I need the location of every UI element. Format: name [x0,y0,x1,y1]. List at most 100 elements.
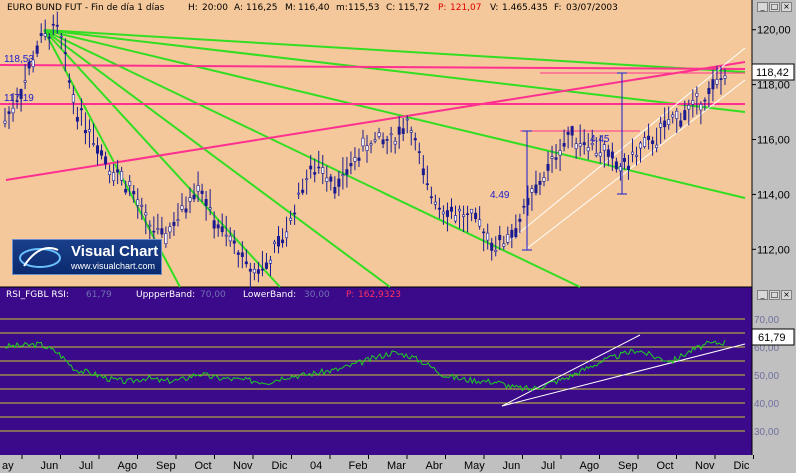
time-tick-label: Dic [272,460,288,472]
candle-body [23,80,27,83]
candle-body [614,161,618,170]
candle-body [325,177,329,182]
candle-body [136,199,140,206]
candle-body [329,176,333,182]
minimize-button[interactable]: _ [757,2,768,12]
candle-body [671,114,675,118]
rsi-tick-label: 30,00 [754,427,779,438]
candle-body [317,166,321,169]
candle-body [530,188,534,193]
candle-body [313,172,317,175]
time-tick-label: Feb [349,460,368,472]
candle-body [566,131,570,135]
candle-body [353,157,357,162]
time-tick-label: Nov [695,460,715,472]
channel-lower [524,79,746,251]
svg-text:UppperBand:: UppperBand: [136,290,195,300]
candle-body [417,151,421,153]
svg-text:03/07/2003: 03/07/2003 [566,3,618,13]
rsi-panel [0,287,752,455]
candle-body [272,241,276,244]
candle-body [268,259,272,264]
candle-body [100,150,104,156]
svg-text:115,72: 115,72 [398,3,430,13]
candle-body [494,249,498,252]
candle-body [626,165,630,170]
candle-body [19,89,23,100]
time-axis-panel [0,455,796,473]
candle-body [365,145,369,151]
candle-body [651,140,655,145]
candle-body [699,104,703,111]
candle-body [27,61,31,69]
candle-body [510,229,514,238]
candle-body [466,213,470,215]
candle-body [349,163,353,167]
rsi-minimize-button[interactable]: _ [757,290,768,300]
measure-arrows [522,72,627,251]
time-axis: ay Jun Jul Ago Sep Oct Nov Dic 04 Feb Mar Abr May Jun… [2,455,754,472]
candle-body [526,197,530,206]
candle-body [112,172,116,182]
svg-text:V:: V: [490,3,498,13]
candle-body [277,236,281,247]
svg-text:162,9323: 162,9323 [358,290,401,300]
candle-body [55,24,59,27]
fan-line-7 [43,29,746,73]
rsi-close-button[interactable]: × [781,290,792,300]
candle-body [248,268,252,272]
level-line-1 [0,64,746,70]
rsi-grid [0,318,745,432]
candle-body [47,36,51,39]
close-button[interactable]: × [781,2,792,12]
candle-body [184,208,188,213]
price-tick-label: 116,00 [757,135,790,147]
candle-body [385,139,389,141]
candle-body [168,226,172,233]
candle-body [458,208,462,212]
visual-chart-logo[interactable]: Visual Chart www.visualchart.com [12,239,162,275]
candle-body [256,269,260,274]
candle-body [35,45,39,54]
candle-body [180,205,184,210]
candle-body [160,228,164,235]
candle-body [433,201,437,205]
candle-body [546,164,550,171]
svg-text:30,00: 30,00 [304,290,330,300]
svg-text:LowerBand:: LowerBand: [243,290,296,300]
candle-body [586,147,590,152]
candle-body [196,185,200,192]
rsi-tick-label: 40,00 [754,399,779,410]
candle-body [381,139,385,145]
candle-body [228,235,232,242]
level-label-top: 118,53 [4,54,34,65]
candle-body [622,158,626,162]
rsi-tick-label: 50,00 [754,371,779,382]
candle-body [345,169,349,175]
candle-body [200,190,204,194]
maximize-button[interactable]: □ [769,2,780,12]
candle-body [281,239,285,244]
candle-body [454,215,458,222]
candle-body [393,141,397,145]
candle-body [87,129,91,133]
candle-body [490,242,494,251]
candle-body [558,150,562,156]
rsi-tick-label: 60,00 [754,343,779,354]
candle-body [148,224,152,227]
fan-line-3 [43,29,391,288]
time-tick-label: Sep [618,460,638,472]
svg-text:m:: m: [336,3,348,13]
candle-body [562,143,566,147]
rsi-maximize-button[interactable]: □ [769,290,780,300]
rsi-line [4,339,726,392]
candle-body [236,252,240,255]
svg-text:70,00: 70,00 [200,290,226,300]
candle-body [305,178,309,181]
candle-body [719,78,723,80]
candle-body [574,143,578,149]
candle-body [128,181,132,186]
last-price-box: 118,42 [751,63,795,81]
svg-text:A:: A: [234,3,243,13]
candle-body [377,132,381,137]
